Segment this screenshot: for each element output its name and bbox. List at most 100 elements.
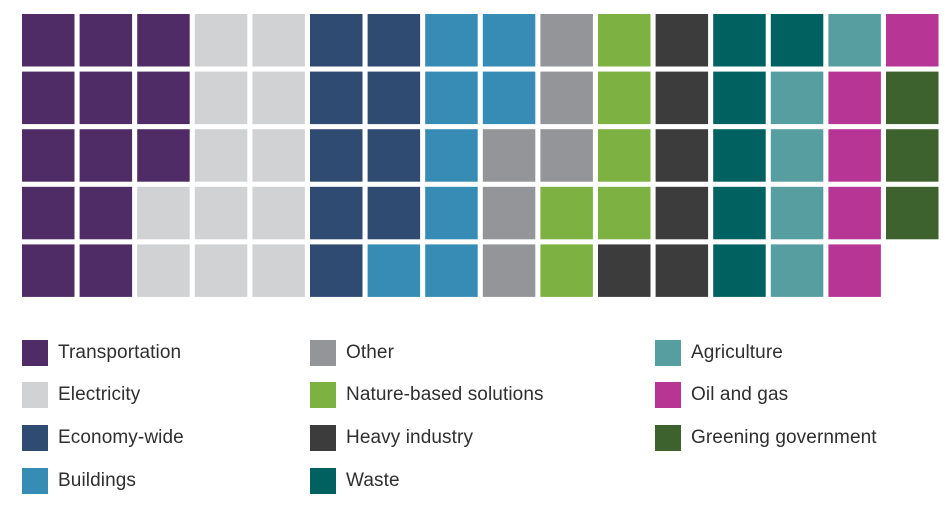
waffle-tile-economy-wide: [367, 129, 421, 182]
waffle-tile-waste: [713, 71, 766, 125]
waffle-chart: [22, 14, 939, 297]
legend-swatch-economy-wide: [22, 425, 48, 451]
waffle-tile-nature-based-solutions: [598, 14, 651, 67]
waffle-tile-economy-wide: [310, 71, 363, 125]
waffle-tile-buildings: [425, 14, 478, 67]
legend-label-heavy-industry: Heavy industry: [346, 427, 474, 448]
waffle-tile-greening-government: [886, 129, 939, 182]
legend-label-other: Other: [346, 342, 395, 363]
waffle-tile-heavy-industry: [655, 186, 709, 240]
waffle-tile-transportation: [79, 244, 133, 297]
legend-label-oil-and-gas: Oil and gas: [691, 384, 789, 405]
waffle-tile-buildings: [367, 244, 421, 297]
legend-swatch-waste: [310, 468, 336, 494]
waffle-tile-oil-and-gas: [886, 14, 939, 67]
legend-swatch-other: [310, 340, 336, 366]
waffle-tile-electricity: [252, 244, 305, 297]
waffle-tile-buildings: [425, 129, 478, 182]
waffle-tile-other: [482, 186, 536, 240]
legend-label-transportation: Transportation: [58, 342, 182, 363]
legend-item-greening-government: Greening government: [655, 425, 877, 451]
legend-swatch-greening-government: [655, 425, 681, 451]
waffle-tile-nature-based-solutions: [540, 186, 593, 240]
legend-item-economy-wide: Economy-wide: [22, 425, 184, 451]
legend-label-waste: Waste: [346, 470, 400, 491]
legend-item-transportation: Transportation: [22, 340, 181, 366]
waffle-tile-other: [482, 129, 536, 182]
legend-item-waste: Waste: [310, 468, 400, 494]
waffle-tile-heavy-industry: [598, 244, 651, 297]
legend-swatch-nature-based-solutions: [310, 382, 336, 408]
waffle-tile-transportation: [79, 186, 133, 240]
waffle-tile-other: [482, 244, 536, 297]
waffle-tile-transportation: [137, 14, 190, 67]
waffle-tile-buildings: [425, 186, 478, 240]
waffle-tile-oil-and-gas: [828, 186, 881, 240]
legend-swatch-heavy-industry: [310, 425, 336, 451]
waffle-tile-waste: [770, 14, 824, 67]
waffle-tile-transportation: [79, 14, 133, 67]
legend-swatch-agriculture: [655, 340, 681, 366]
waffle-tile-electricity: [252, 186, 305, 240]
waffle-tile-electricity: [252, 71, 305, 125]
waffle-tile-electricity: [137, 186, 190, 240]
waffle-tile-waste: [713, 129, 766, 182]
legend-item-heavy-industry: Heavy industry: [310, 425, 473, 451]
waffle-tile-buildings: [425, 71, 478, 125]
waffle-tile-agriculture: [828, 14, 881, 67]
legend-item-electricity: Electricity: [22, 382, 140, 408]
waffle-tile-electricity: [194, 129, 248, 182]
legend-label-buildings: Buildings: [58, 470, 137, 491]
waffle-tile-electricity: [252, 14, 305, 67]
waffle-tile-economy-wide: [367, 186, 421, 240]
waffle-tile-other: [540, 129, 593, 182]
legend-item-oil-and-gas: Oil and gas: [655, 382, 788, 408]
legend-swatch-transportation: [22, 340, 48, 366]
legend-swatch-electricity: [22, 382, 48, 408]
waffle-tile-heavy-industry: [655, 244, 709, 297]
waffle-tile-economy-wide: [367, 71, 421, 125]
waffle-tile-greening-government: [886, 186, 939, 240]
waffle-tile-transportation: [22, 14, 75, 67]
waffle-tile-economy-wide: [310, 244, 363, 297]
legend-item-nature-based-solutions: Nature-based solutions: [310, 382, 544, 408]
waffle-tile-nature-based-solutions: [598, 129, 651, 182]
waffle-tile-oil-and-gas: [828, 71, 881, 125]
waffle-tile-other: [540, 14, 593, 67]
waffle-tile-nature-based-solutions: [598, 186, 651, 240]
waffle-tile-buildings: [425, 244, 478, 297]
waffle-tile-electricity: [194, 14, 248, 67]
waffle-tile-transportation: [79, 129, 133, 182]
waffle-tile-transportation: [137, 129, 190, 182]
waffle-tile-electricity: [194, 71, 248, 125]
waffle-tile-transportation: [22, 186, 75, 240]
waffle-tile-other: [540, 71, 593, 125]
waffle-tile-transportation: [22, 129, 75, 182]
waffle-tile-buildings: [482, 14, 536, 67]
waffle-tile-buildings: [482, 71, 536, 125]
waffle-tile-electricity: [137, 244, 190, 297]
legend-item-agriculture: Agriculture: [655, 340, 783, 366]
waffle-tile-transportation: [137, 71, 190, 125]
waffle-tile-oil-and-gas: [828, 129, 881, 182]
legend-swatch-buildings: [22, 468, 48, 494]
waffle-tile-nature-based-solutions: [540, 244, 593, 297]
waffle-tile-greening-government: [886, 71, 939, 125]
legend-label-economy-wide: Economy-wide: [58, 427, 184, 448]
legend-label-agriculture: Agriculture: [691, 342, 783, 363]
waffle-tile-electricity: [252, 129, 305, 182]
waffle-tile-oil-and-gas: [828, 244, 881, 297]
waffle-tile-economy-wide: [367, 14, 421, 67]
waffle-tile-agriculture: [770, 129, 824, 182]
waffle-tile-economy-wide: [310, 129, 363, 182]
waffle-tile-heavy-industry: [655, 71, 709, 125]
waffle-tile-agriculture: [770, 71, 824, 125]
waffle-tile-electricity: [194, 244, 248, 297]
waffle-tile-transportation: [79, 71, 133, 125]
waffle-tile-waste: [713, 186, 766, 240]
waffle-tile-economy-wide: [310, 186, 363, 240]
waffle-tile-waste: [713, 14, 766, 67]
legend-swatch-oil-and-gas: [655, 382, 681, 408]
waffle-tile-heavy-industry: [655, 129, 709, 182]
